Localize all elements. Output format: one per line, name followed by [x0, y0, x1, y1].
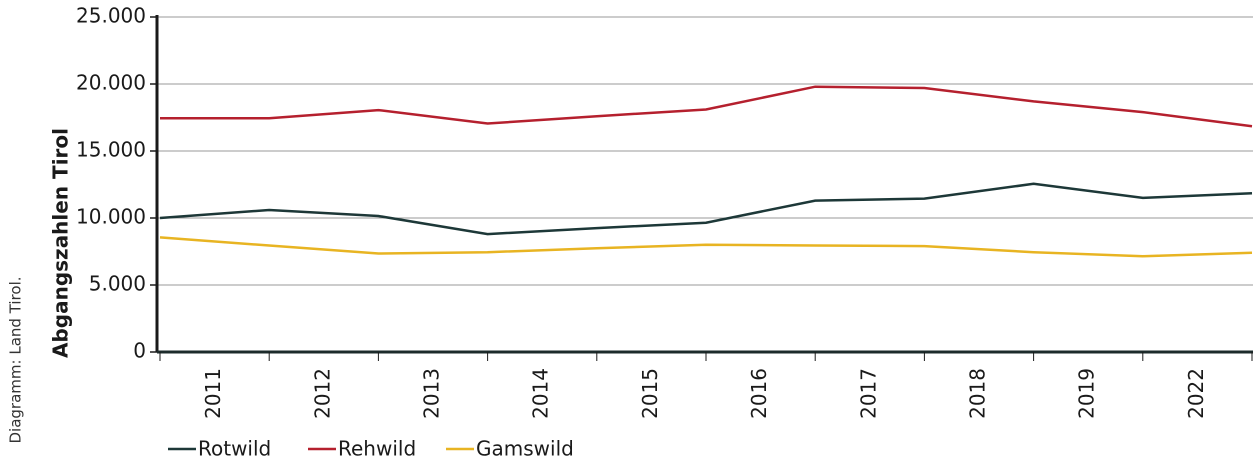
- x-tick-label: 2018: [966, 368, 990, 419]
- x-tick-label: 2019: [1075, 368, 1099, 419]
- series-line: [159, 182, 1253, 236]
- x-tick-label: 2017: [856, 368, 880, 419]
- x-tick-label: 2015: [638, 368, 662, 419]
- y-tick-label: 0: [133, 339, 146, 363]
- series-line: [160, 85, 1253, 128]
- x-tick-label: 2011: [201, 368, 225, 419]
- y-tick-label: 5.000: [89, 272, 146, 296]
- legend-label: Rotwild: [198, 437, 271, 461]
- x-tick-label: 2013: [420, 368, 444, 419]
- legend-label: Rehwild: [338, 437, 416, 461]
- y-tick-label: 10.000: [76, 205, 146, 229]
- x-tick-label: 2014: [529, 368, 553, 419]
- x-tick-label: 2012: [310, 368, 334, 419]
- y-tick-label: 25.000: [76, 4, 146, 28]
- y-tick-label: 15.000: [76, 138, 146, 162]
- x-tick-label: 2022: [1184, 368, 1208, 419]
- source-note: Diagramm: Land Tirol.: [7, 277, 25, 444]
- series-line: [159, 236, 1253, 258]
- x-tick-label: 2016: [747, 368, 771, 419]
- y-tick-label: 20.000: [76, 71, 146, 95]
- y-axis-label: Abgangszahlen Tirol: [49, 128, 73, 358]
- legend-label: Gamswild: [476, 437, 574, 461]
